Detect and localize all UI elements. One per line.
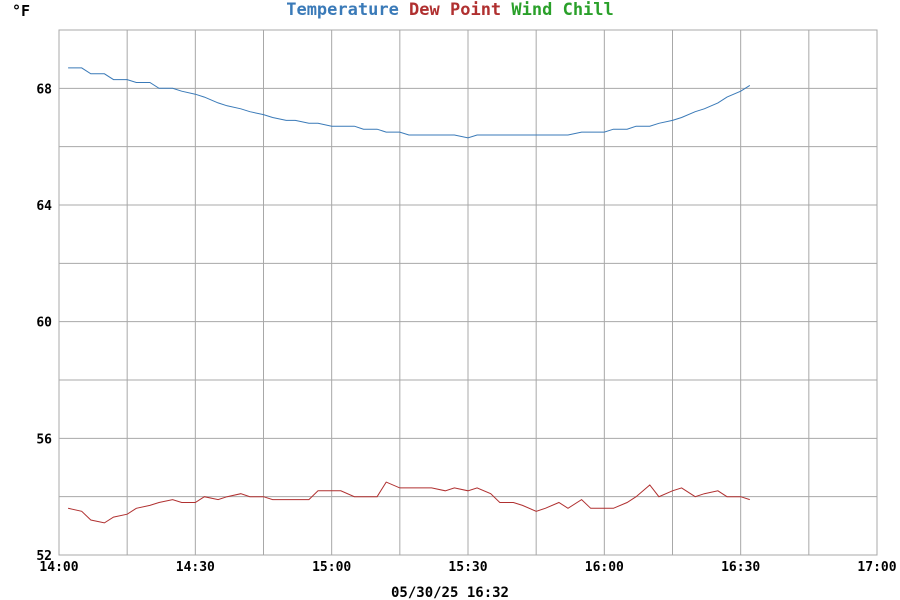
x-tick-label: 15:30 [448, 560, 487, 575]
x-tick-label: 15:00 [312, 560, 351, 575]
x-tick-label: 17:00 [857, 560, 896, 575]
series-line-temperature [68, 67, 751, 139]
x-tick-label: 14:30 [176, 560, 215, 575]
y-tick-label: 60 [36, 316, 52, 331]
y-tick-labels: 52 56 60 64 68 [36, 82, 52, 564]
chart-title: Temperature Dew Point Wind Chill [286, 0, 614, 20]
x-tick-label: 16:00 [585, 560, 624, 575]
title-word-1: Dew Point [399, 0, 501, 20]
x-tick-label: 16:30 [721, 560, 760, 575]
title-word-2: Wind Chill [501, 0, 614, 20]
y-tick-label: 52 [36, 549, 52, 564]
y-tick-label: 64 [36, 199, 52, 214]
grid-lines [58, 29, 878, 556]
x-tick-labels: 14:00 14:30 15:00 15:30 16:00 16:30 17:00 [39, 560, 896, 575]
y-unit-label: °F [12, 2, 30, 20]
title-word-0: Temperature [286, 0, 399, 20]
x-tick-label: 14:00 [39, 560, 78, 575]
series-line-dew-point [67, 481, 750, 524]
timestamp-label: 05/30/25 16:32 [391, 585, 509, 600]
plot-border [58, 29, 878, 556]
y-tick-label: 56 [36, 432, 52, 447]
series-lines [67, 67, 751, 524]
y-tick-label: 68 [36, 82, 52, 97]
